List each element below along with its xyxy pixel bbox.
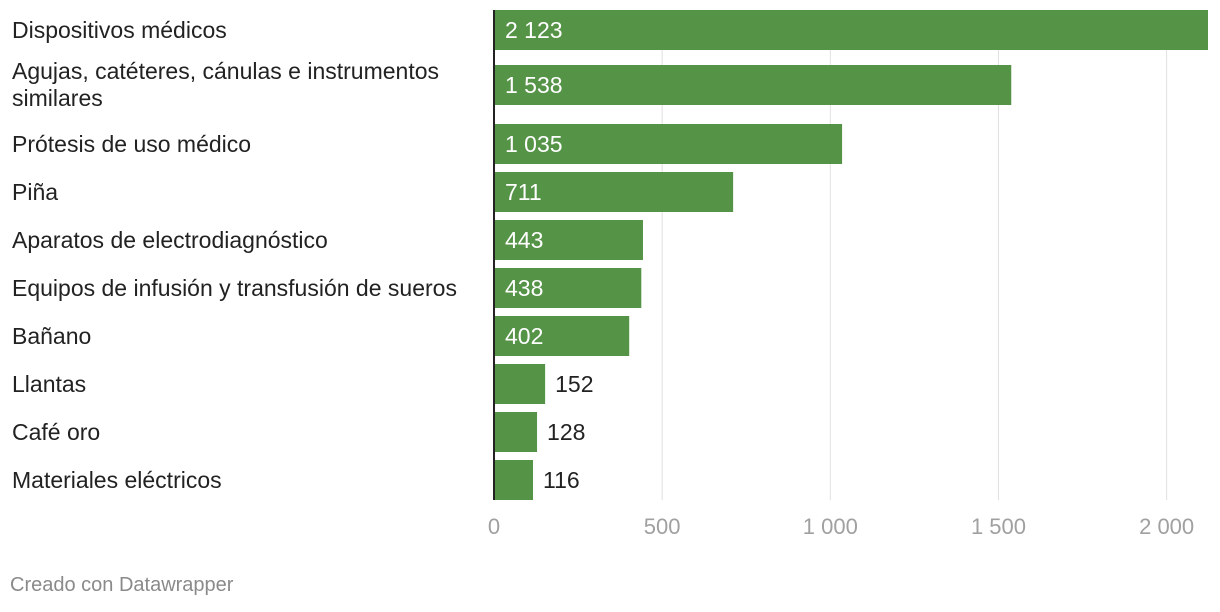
- bar-value-label: 711: [505, 179, 542, 205]
- category-label: Bañano: [12, 322, 92, 349]
- bar-value-label: 152: [555, 371, 593, 397]
- category-label: Café oro: [12, 418, 101, 445]
- bar-value-label: 116: [543, 467, 580, 493]
- bars: [494, 10, 1208, 500]
- bar-value-label: 1 035: [505, 131, 563, 157]
- bar-value-label: 438: [505, 275, 543, 301]
- category-label: Agujas, catéteres, cánulas e instrumento…: [12, 58, 440, 111]
- bar-value-label: 128: [547, 419, 585, 445]
- category-label: Materiales eléctricos: [12, 466, 222, 493]
- bar: [494, 268, 642, 308]
- bar: [494, 124, 843, 164]
- x-tick-label: 0: [488, 514, 500, 539]
- category-label: Equipos de infusión y transfusión de sue…: [12, 274, 457, 301]
- bar: [494, 220, 643, 260]
- bar: [494, 460, 534, 500]
- category-label: Piña: [12, 178, 59, 205]
- bar-value-label: 443: [505, 227, 543, 253]
- bar: [494, 172, 734, 212]
- value-labels: 2 123 1 538 1 035 711 443 438 402 152 128 116: [505, 17, 593, 493]
- bar-value-label: 1 538: [505, 72, 563, 98]
- x-tick-label: 500: [644, 514, 681, 539]
- category-label: Prótesis de uso médico: [12, 130, 252, 157]
- bar: [494, 412, 538, 452]
- bar: [494, 364, 546, 404]
- category-label: Llantas: [12, 370, 87, 397]
- category-label: Aparatos de electrodiagnóstico: [12, 226, 328, 253]
- x-axis-ticks: 0 500 1 000 1 500 2 000: [488, 514, 1194, 539]
- bar: [494, 65, 1012, 105]
- bar-value-label: 2 123: [505, 17, 563, 43]
- x-tick-label: 2 000: [1139, 514, 1194, 539]
- footer-credit: Creado con Datawrapper: [10, 574, 234, 596]
- x-tick-label: 1 500: [971, 514, 1026, 539]
- category-label: Dispositivos médicos: [12, 16, 227, 43]
- x-tick-label: 1 000: [803, 514, 858, 539]
- bar-value-label: 402: [505, 323, 543, 349]
- bar: [494, 316, 630, 356]
- bar: [494, 10, 1208, 50]
